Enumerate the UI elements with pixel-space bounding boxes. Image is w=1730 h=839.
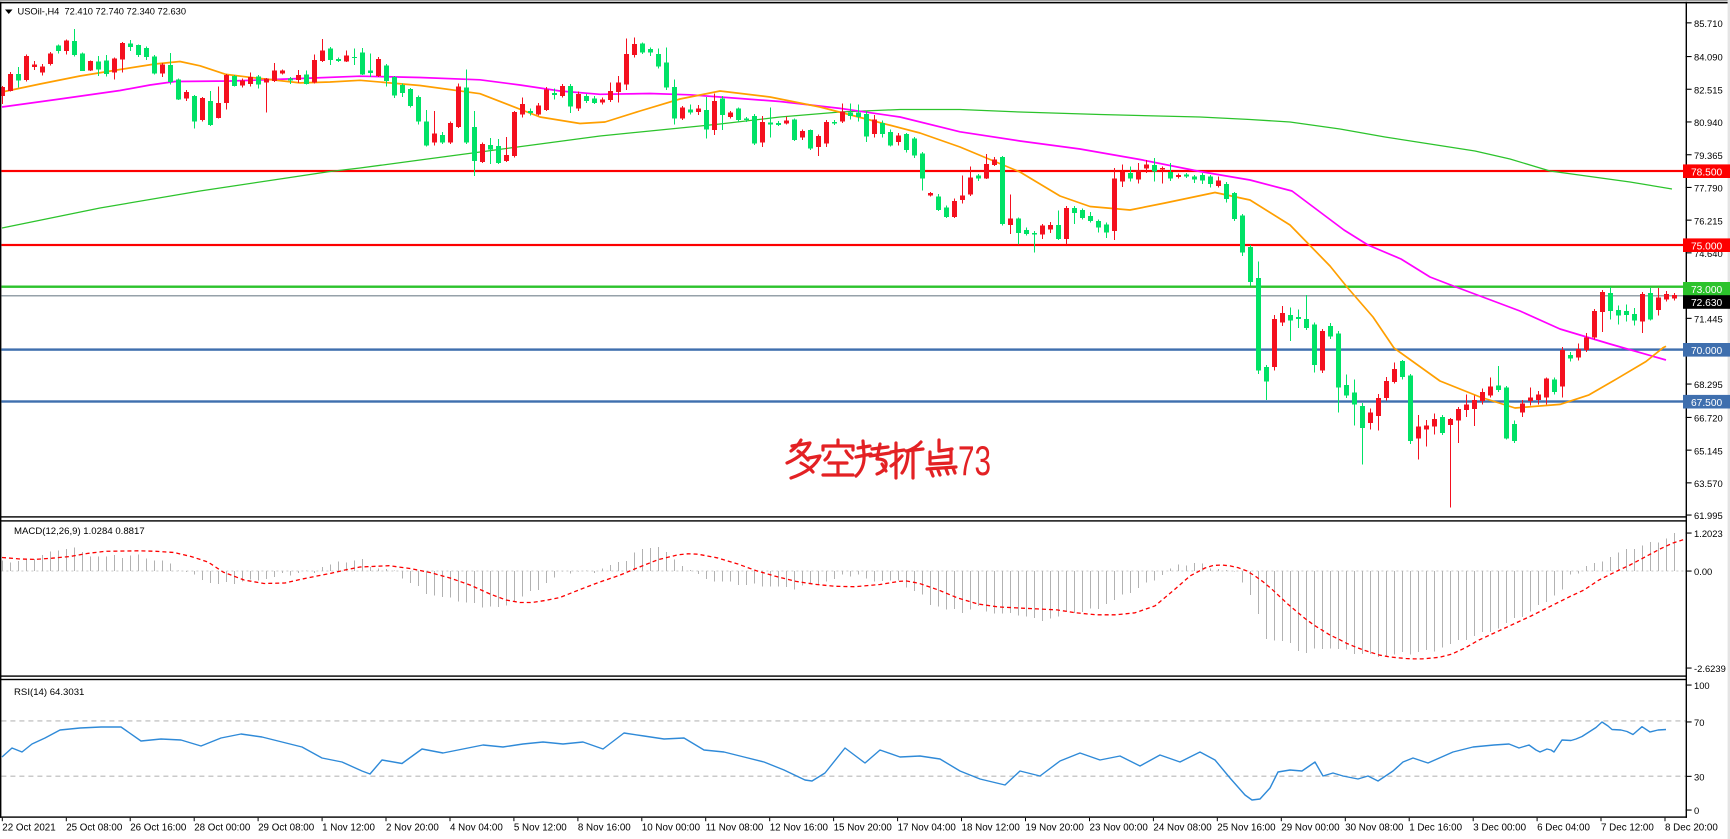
svg-text:25 Nov 16:00: 25 Nov 16:00 [1217, 823, 1276, 834]
svg-text:67.500: 67.500 [1691, 398, 1722, 409]
svg-text:USOil-,H4 72.410 72.740 72.34: USOil-,H4 72.410 72.740 72.340 72.630 [18, 7, 187, 17]
svg-text:78.500: 78.500 [1691, 167, 1722, 178]
svg-text:70.000: 70.000 [1691, 346, 1722, 357]
svg-text:-2.6239: -2.6239 [1694, 663, 1726, 674]
svg-text:10 Nov 00:00: 10 Nov 00:00 [642, 823, 701, 834]
svg-text:84.090: 84.090 [1694, 52, 1723, 63]
svg-text:70: 70 [1694, 717, 1704, 728]
svg-text:2 Nov 20:00: 2 Nov 20:00 [386, 823, 439, 834]
svg-text:3 Dec 00:00: 3 Dec 00:00 [1473, 823, 1526, 834]
svg-text:30: 30 [1694, 772, 1704, 783]
svg-text:68.295: 68.295 [1694, 379, 1723, 390]
svg-text:77.790: 77.790 [1694, 183, 1723, 194]
svg-text:100: 100 [1694, 680, 1710, 691]
svg-text:1 Dec 16:00: 1 Dec 16:00 [1409, 823, 1462, 834]
svg-text:29 Oct 08:00: 29 Oct 08:00 [258, 823, 315, 834]
svg-text:24 Nov 08:00: 24 Nov 08:00 [1153, 823, 1212, 834]
svg-text:8 Dec 20:00: 8 Dec 20:00 [1665, 823, 1718, 834]
svg-text:17 Nov 04:00: 17 Nov 04:00 [898, 823, 957, 834]
svg-text:4 Nov 04:00: 4 Nov 04:00 [450, 823, 503, 834]
svg-text:65.145: 65.145 [1694, 445, 1723, 456]
svg-text:29 Nov 00:00: 29 Nov 00:00 [1281, 823, 1340, 834]
svg-text:1 Nov 12:00: 1 Nov 12:00 [322, 823, 375, 834]
svg-text:15 Nov 20:00: 15 Nov 20:00 [834, 823, 893, 834]
svg-text:MACD(12,26,9) 1.0284 0.8817: MACD(12,26,9) 1.0284 0.8817 [14, 526, 145, 537]
svg-text:12 Nov 16:00: 12 Nov 16:00 [770, 823, 829, 834]
svg-text:73.000: 73.000 [1691, 285, 1722, 296]
svg-text:25 Oct 08:00: 25 Oct 08:00 [66, 823, 123, 834]
svg-text:5 Nov 12:00: 5 Nov 12:00 [514, 823, 567, 834]
svg-text:0: 0 [1694, 805, 1699, 816]
svg-text:28 Oct 00:00: 28 Oct 00:00 [194, 823, 251, 834]
svg-text:0.00: 0.00 [1694, 566, 1712, 577]
svg-text:72.630: 72.630 [1691, 298, 1722, 309]
svg-text:63.570: 63.570 [1694, 478, 1723, 489]
svg-text:61.995: 61.995 [1694, 510, 1723, 521]
svg-text:74.640: 74.640 [1694, 248, 1723, 259]
svg-text:18 Nov 12:00: 18 Nov 12:00 [962, 823, 1021, 834]
svg-text:6 Dec 04:00: 6 Dec 04:00 [1537, 823, 1590, 834]
svg-text:73: 73 [958, 437, 991, 484]
svg-text:8 Nov 16:00: 8 Nov 16:00 [578, 823, 631, 834]
svg-text:79.365: 79.365 [1694, 150, 1723, 161]
svg-text:66.720: 66.720 [1694, 413, 1723, 424]
svg-text:76.215: 76.215 [1694, 215, 1723, 226]
svg-text:22 Oct 2021: 22 Oct 2021 [2, 823, 55, 834]
svg-text:1.2023: 1.2023 [1694, 528, 1723, 539]
svg-text:7 Dec 12:00: 7 Dec 12:00 [1601, 823, 1654, 834]
svg-text:26 Oct 16:00: 26 Oct 16:00 [130, 823, 187, 834]
svg-text:82.515: 82.515 [1694, 84, 1723, 95]
svg-text:30 Nov 08:00: 30 Nov 08:00 [1345, 823, 1404, 834]
svg-text:71.445: 71.445 [1694, 314, 1723, 325]
svg-text:19 Nov 20:00: 19 Nov 20:00 [1026, 823, 1085, 834]
svg-text:23 Nov 00:00: 23 Nov 00:00 [1090, 823, 1149, 834]
svg-text:75.000: 75.000 [1691, 241, 1722, 252]
svg-text:85.710: 85.710 [1694, 18, 1723, 29]
svg-text:RSI(14) 64.3031: RSI(14) 64.3031 [14, 687, 84, 698]
svg-text:80.940: 80.940 [1694, 117, 1723, 128]
svg-text:11 Nov 08:00: 11 Nov 08:00 [706, 823, 764, 834]
